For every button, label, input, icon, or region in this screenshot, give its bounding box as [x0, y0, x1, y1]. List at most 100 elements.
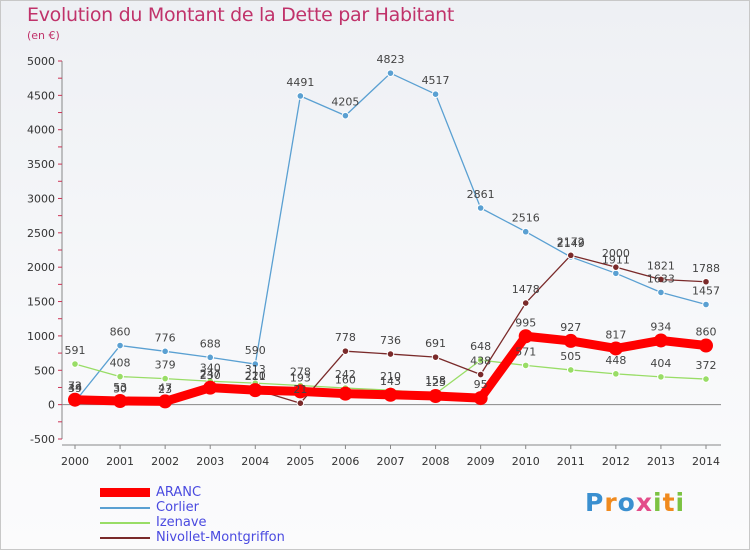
data-point — [612, 269, 620, 278]
data-point — [608, 341, 623, 356]
y-tick-label: 2500 — [27, 227, 55, 240]
data-point — [71, 360, 79, 368]
x-tick-label: 2014 — [692, 455, 720, 468]
data-point — [699, 338, 713, 353]
data-point — [161, 347, 169, 356]
x-tick-label: 2007 — [377, 455, 405, 468]
y-tick-label: 1000 — [27, 330, 55, 343]
data-label: 278 — [290, 366, 311, 379]
data-label: 247 — [200, 368, 221, 381]
data-point — [386, 69, 395, 77]
y-tick-label: 4500 — [27, 89, 55, 102]
data-point — [203, 380, 218, 395]
data-point — [657, 373, 665, 381]
proxiti-logo: Proxiti — [585, 488, 685, 517]
data-label: 778 — [335, 331, 356, 344]
data-point — [116, 341, 124, 350]
data-point — [341, 111, 350, 120]
x-tick-label: 2009 — [467, 455, 495, 468]
data-point — [657, 288, 665, 297]
data-label: 72 — [68, 380, 82, 393]
data-label: 2149 — [557, 237, 585, 250]
data-label: 1788 — [692, 262, 720, 275]
data-point — [476, 370, 485, 379]
data-label: 242 — [335, 368, 356, 381]
data-point — [653, 333, 668, 348]
data-label: 30 — [113, 383, 127, 396]
data-label: 688 — [200, 337, 221, 350]
data-point — [428, 389, 443, 404]
x-tick-label: 2001 — [106, 455, 134, 468]
x-tick-label: 2011 — [557, 455, 585, 468]
data-label: 860 — [696, 326, 717, 339]
legend-label: Corlier — [156, 500, 199, 515]
data-point — [248, 383, 263, 398]
data-point — [473, 391, 488, 406]
data-point — [383, 387, 398, 402]
data-point — [68, 392, 82, 407]
x-tick-label: 2000 — [61, 455, 89, 468]
data-label: 4491 — [286, 76, 314, 89]
chart-title: Evolution du Montant de la Dette par Hab… — [27, 4, 455, 26]
data-label: 379 — [155, 359, 176, 372]
data-point — [563, 333, 578, 348]
legend-swatch-aranc — [100, 488, 150, 497]
data-label: 21 — [293, 383, 307, 396]
data-point — [521, 361, 530, 370]
data-point — [431, 353, 440, 361]
data-label: 404 — [650, 357, 671, 370]
data-point — [702, 277, 710, 286]
data-point — [476, 356, 485, 364]
data-label: 1911 — [602, 253, 630, 266]
y-tick-label: 4000 — [27, 124, 55, 137]
data-label: 571 — [515, 345, 536, 358]
data-label: 505 — [560, 350, 581, 363]
data-label: 44 — [68, 382, 82, 395]
data-label: 2861 — [467, 188, 495, 201]
data-point — [431, 90, 440, 98]
data-label: 220 — [245, 370, 266, 383]
y-tick-label: 3500 — [27, 158, 55, 171]
data-point — [386, 350, 395, 358]
logo-letter: t — [662, 488, 676, 517]
data-point — [566, 251, 575, 260]
data-label: 817 — [605, 328, 626, 341]
data-point — [702, 375, 710, 383]
data-label: 2516 — [512, 212, 540, 225]
data-label: 125 — [425, 376, 446, 389]
x-tick-label: 2004 — [241, 455, 269, 468]
data-label: 158 — [425, 374, 446, 387]
data-label: 313 — [245, 363, 266, 376]
y-tick-label: 0 — [48, 399, 55, 412]
y-tick-label: 1500 — [27, 296, 55, 309]
data-point — [206, 353, 215, 362]
data-point — [158, 394, 173, 409]
data-point — [657, 275, 665, 284]
data-point — [116, 372, 124, 381]
logo-letter: o — [617, 488, 636, 517]
legend-label: Izenave — [156, 515, 207, 530]
data-label: 1478 — [512, 283, 540, 296]
data-point — [521, 299, 530, 307]
data-label: 210 — [380, 370, 401, 383]
data-label: 408 — [110, 357, 131, 370]
y-tick-label: 3000 — [27, 192, 55, 205]
data-label: 4823 — [377, 53, 405, 66]
data-label: 591 — [65, 344, 86, 357]
x-tick-label: 2002 — [151, 455, 179, 468]
x-tick-label: 2013 — [647, 455, 675, 468]
legend-swatch-izenave — [100, 522, 150, 524]
y-tick-label: 500 — [34, 364, 55, 377]
chart-subtitle: (en €) — [27, 29, 60, 42]
x-tick-label: 2003 — [196, 455, 224, 468]
data-label: 934 — [650, 320, 671, 333]
data-label: 995 — [515, 316, 536, 329]
data-label: 39 — [68, 382, 82, 395]
data-point — [612, 370, 620, 378]
data-point — [341, 347, 350, 355]
data-point — [476, 204, 485, 212]
data-label: 4205 — [331, 96, 359, 109]
data-label: 23 — [158, 383, 172, 396]
data-label: 736 — [380, 334, 401, 347]
data-label: 95 — [474, 378, 488, 391]
